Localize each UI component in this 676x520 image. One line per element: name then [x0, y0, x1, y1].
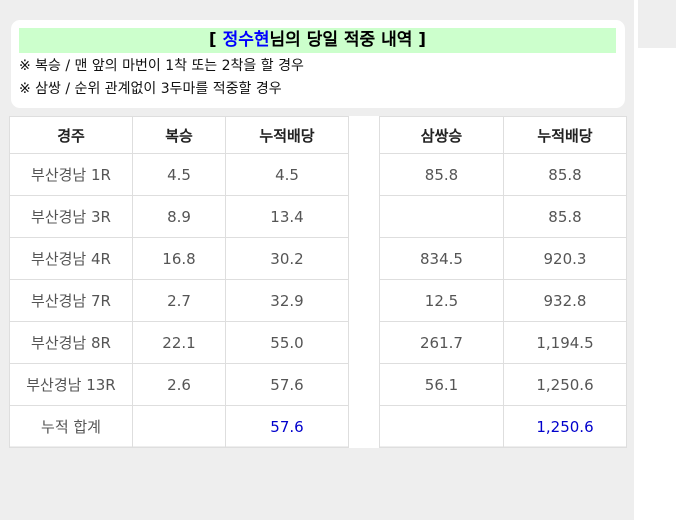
col-sam-cum: 누적배당	[503, 116, 627, 154]
bok-cum-cell: 32.9	[225, 279, 349, 322]
bok-cum-cell: 55.0	[225, 321, 349, 364]
race-cell: 부산경남 3R	[9, 195, 133, 238]
bok-cum-cell: 30.2	[225, 237, 349, 280]
title-suffix: 님의 당일 적중 내역 ]	[269, 30, 427, 50]
bok-cum-cell: 13.4	[225, 195, 349, 238]
page-title: [ 정수현님의 당일 적중 내역 ]	[19, 28, 616, 53]
col-samssang: 삼쌍승	[379, 116, 504, 154]
total-bok-cum: 57.6	[225, 405, 349, 448]
user-name: 정수현	[222, 30, 270, 50]
sam-cum-cell: 932.8	[503, 279, 627, 322]
column-gap	[348, 116, 380, 154]
note-boksung: ※ 복승 / 맨 앞의 마번이 1착 또는 2착을 할 경우	[19, 58, 304, 74]
sam-cum-cell: 1,194.5	[503, 321, 627, 364]
boksung-cell: 4.5	[132, 153, 226, 196]
total-row: 누적 합계 57.6 1,250.6	[9, 405, 627, 448]
content-panel: [ 정수현님의 당일 적중 내역 ] ※ 복승 / 맨 앞의 마번이 1착 또는…	[0, 0, 634, 520]
col-bok-cum: 누적배당	[225, 116, 349, 154]
boksung-cell: 8.9	[132, 195, 226, 238]
sam-cum-cell: 1,250.6	[503, 363, 627, 406]
race-cell: 부산경남 8R	[9, 321, 133, 364]
table-row: 부산경남 3R 8.9 13.4 85.8	[9, 195, 627, 238]
table-header-row: 경주 복승 누적배당 삼쌍승 누적배당	[9, 116, 627, 154]
note-samssang: ※ 삼쌍 / 순위 관계없이 3두마를 적중할 경우	[19, 81, 282, 97]
column-gap	[348, 321, 380, 364]
samssang-cell: 56.1	[379, 363, 504, 406]
column-gap	[348, 195, 380, 238]
sam-cum-cell: 920.3	[503, 237, 627, 280]
results-table: 경주 복승 누적배당 삼쌍승 누적배당 부산경남 1R 4.5 4.5 85.8 85.…	[9, 116, 627, 448]
table-row: 부산경남 4R 16.8 30.2 834.5 920.3	[9, 237, 627, 280]
race-cell: 부산경남 13R	[9, 363, 133, 406]
total-label: 누적 합계	[9, 405, 133, 448]
sam-cum-cell: 85.8	[503, 195, 627, 238]
samssang-cell	[379, 195, 504, 238]
table-row: 부산경남 1R 4.5 4.5 85.8 85.8	[9, 153, 627, 196]
info-card: [ 정수현님의 당일 적중 내역 ] ※ 복승 / 맨 앞의 마번이 1착 또는…	[11, 20, 625, 108]
boksung-cell: 22.1	[132, 321, 226, 364]
total-samssang	[379, 405, 504, 448]
table-row: 부산경남 13R 2.6 57.6 56.1 1,250.6	[9, 363, 627, 406]
col-race: 경주	[9, 116, 133, 154]
total-boksung	[132, 405, 226, 448]
boksung-cell: 2.6	[132, 363, 226, 406]
race-cell: 부산경남 1R	[9, 153, 133, 196]
race-cell: 부산경남 4R	[9, 237, 133, 280]
bok-cum-cell: 57.6	[225, 363, 349, 406]
column-gap	[348, 237, 380, 280]
column-gap	[348, 279, 380, 322]
column-gap	[348, 153, 380, 196]
race-cell: 부산경남 7R	[9, 279, 133, 322]
samssang-cell: 12.5	[379, 279, 504, 322]
samssang-cell: 85.8	[379, 153, 504, 196]
total-sam-cum: 1,250.6	[503, 405, 627, 448]
table-row: 부산경남 8R 22.1 55.0 261.7 1,194.5	[9, 321, 627, 364]
samssang-cell: 261.7	[379, 321, 504, 364]
sam-cum-cell: 85.8	[503, 153, 627, 196]
col-boksung: 복승	[132, 116, 226, 154]
boksung-cell: 2.7	[132, 279, 226, 322]
title-prefix: [	[208, 30, 223, 50]
results-table-container: 경주 복승 누적배당 삼쌍승 누적배당 부산경남 1R 4.5 4.5 85.8 85.…	[9, 116, 627, 448]
column-gap	[348, 363, 380, 406]
column-gap	[348, 405, 380, 448]
samssang-cell: 834.5	[379, 237, 504, 280]
table-row: 부산경남 7R 2.7 32.9 12.5 932.8	[9, 279, 627, 322]
bok-cum-cell: 4.5	[225, 153, 349, 196]
side-strip	[638, 0, 676, 48]
boksung-cell: 16.8	[132, 237, 226, 280]
